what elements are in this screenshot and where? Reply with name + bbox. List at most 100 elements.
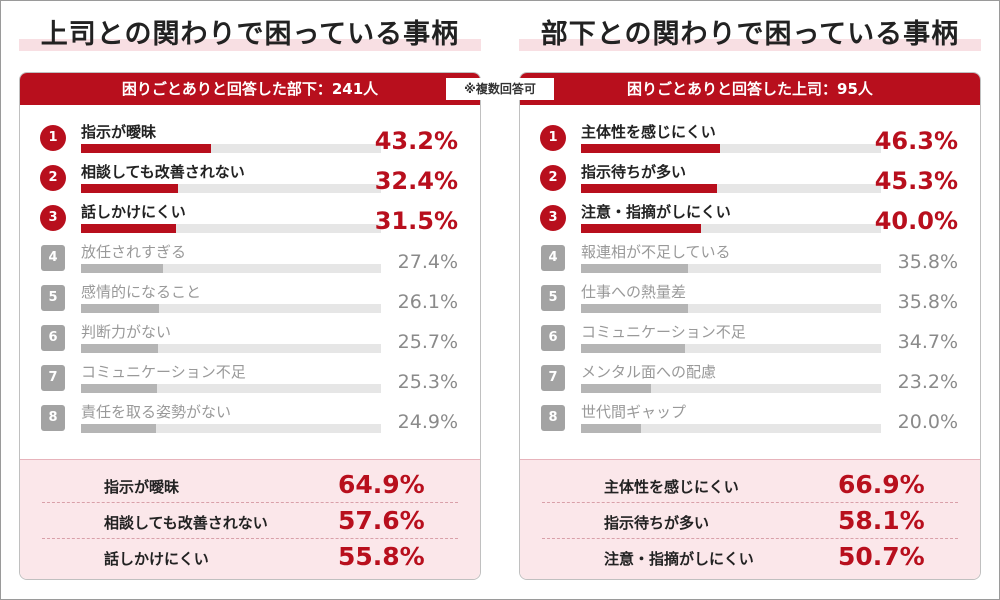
bar-track <box>581 184 881 193</box>
bar <box>581 224 701 233</box>
highlight-label: 主体性を感じにくい <box>604 478 739 496</box>
panel-subordinate-issues: 部下との関わりで困っている事柄 困りごとありと回答した上司：95人 1 主体性を感… <box>519 0 981 600</box>
bar <box>581 424 641 433</box>
value-label: 45.3% <box>874 167 958 195</box>
highlight-value: 50.7% <box>838 542 925 571</box>
value-label: 23.2% <box>897 371 958 393</box>
rank-badge: 6 <box>541 325 565 351</box>
category-label: 主体性を感じにくい <box>581 123 716 141</box>
bar <box>81 424 156 433</box>
highlight-label: 相談しても改善されない <box>104 514 268 532</box>
bar-track <box>81 224 381 233</box>
chart-title: 部下との関わりで困っている事柄 <box>540 19 960 50</box>
highlight-row: 指示が曖昧 64.9% <box>20 468 480 502</box>
value-label: 46.3% <box>874 127 958 155</box>
bar-track <box>581 384 881 393</box>
bar-track <box>581 144 881 153</box>
chart-subtitle: 困りごとありと回答した上司：95人 <box>520 73 980 105</box>
highlight-label: 話しかけにくい <box>104 550 209 568</box>
highlight-section: 指示が曖昧 64.9% 相談しても改善されない 57.6% 話しかけにくい 55.8% <box>20 459 480 579</box>
value-label: 20.0% <box>897 411 958 433</box>
title-underline <box>19 39 481 51</box>
rank-badge: 3 <box>540 205 566 231</box>
rank-badge: 8 <box>41 405 65 431</box>
category-label: 相談しても改善されない <box>81 163 245 181</box>
row-divider <box>542 538 958 539</box>
highlight-value: 57.6% <box>338 506 425 535</box>
category-label: コミュニケーション不足 <box>581 323 746 341</box>
bar-track <box>81 384 381 393</box>
category-label: 感情的になること <box>81 283 202 301</box>
category-label: 判断力がない <box>81 323 172 341</box>
rank-badge: 2 <box>540 165 566 191</box>
highlight-section: 主体性を感じにくい 66.9% 指示待ちが多い 58.1% 注意・指摘がしにくい 50.7… <box>520 459 980 579</box>
rank-badge: 3 <box>40 205 66 231</box>
rank-badge: 1 <box>40 125 66 151</box>
bar <box>581 384 651 393</box>
rank-badge: 7 <box>541 365 565 391</box>
bar <box>581 344 686 353</box>
bar-row: 8 世代間ギャップ 20.0% <box>520 401 980 441</box>
value-label: 40.0% <box>874 207 958 235</box>
bar-row: 1 指示が曖昧 43.2% <box>20 121 480 161</box>
rank-badge: 1 <box>540 125 566 151</box>
bar <box>81 304 160 313</box>
bar-row: 5 仕事への熱量差 35.8% <box>520 281 980 321</box>
highlight-value: 66.9% <box>838 470 925 499</box>
bar-row: 4 報連相が不足している 35.8% <box>520 241 980 281</box>
row-divider <box>42 502 458 503</box>
category-label: 世代間ギャップ <box>581 403 687 421</box>
highlight-label: 指示待ちが多い <box>604 514 710 532</box>
bar <box>81 264 164 273</box>
row-divider <box>42 538 458 539</box>
highlight-row: 注意・指摘がしにくい 50.7% <box>520 540 980 574</box>
highlight-row: 話しかけにくい 55.8% <box>20 540 480 574</box>
value-label: 43.2% <box>374 127 458 155</box>
category-label: 指示が曖昧 <box>81 123 157 141</box>
bar-track <box>581 344 881 353</box>
title-block: 部下との関わりで困っている事柄 <box>519 12 981 52</box>
highlight-value: 58.1% <box>838 506 925 535</box>
bar-track <box>81 264 381 273</box>
bar-row: 3 注意・指摘がしにくい 40.0% <box>520 201 980 241</box>
panel-boss-issues: 上司との関わりで困っている事柄 困りごとありと回答した部下：241人 1 指示が曖… <box>19 0 481 600</box>
bar <box>81 144 211 153</box>
bar-row: 4 放任されすぎる 27.4% <box>20 241 480 281</box>
bar-track <box>581 224 881 233</box>
category-label: 指示待ちが多い <box>581 163 687 181</box>
title-underline <box>519 39 981 51</box>
value-label: 35.8% <box>897 291 958 313</box>
bar-row: 2 指示待ちが多い 45.3% <box>520 161 980 201</box>
rank-badge: 5 <box>541 285 565 311</box>
chart-subtitle: 困りごとありと回答した部下：241人 <box>20 73 480 105</box>
value-label: 31.5% <box>374 207 458 235</box>
highlight-value: 64.9% <box>338 470 425 499</box>
value-label: 25.3% <box>397 371 458 393</box>
title-block: 上司との関わりで困っている事柄 <box>19 12 481 52</box>
bar-row: 8 責任を取る姿勢がない 24.9% <box>20 401 480 441</box>
category-label: 責任を取る姿勢がない <box>81 403 232 421</box>
value-label: 34.7% <box>897 331 958 353</box>
highlight-row: 主体性を感じにくい 66.9% <box>520 468 980 502</box>
category-label: 仕事への熱量差 <box>581 283 687 301</box>
bar-row: 1 主体性を感じにくい 46.3% <box>520 121 980 161</box>
value-label: 32.4% <box>374 167 458 195</box>
bar-track <box>581 264 881 273</box>
rank-badge: 6 <box>41 325 65 351</box>
rank-badge: 2 <box>40 165 66 191</box>
bar-row: 7 コミュニケーション不足 25.3% <box>20 361 480 401</box>
rank-badge: 8 <box>541 405 565 431</box>
category-label: 話しかけにくい <box>81 203 186 221</box>
value-label: 35.8% <box>897 251 958 273</box>
value-label: 24.9% <box>397 411 458 433</box>
bar-track <box>81 184 381 193</box>
category-label: メンタル面への配慮 <box>581 363 717 381</box>
value-label: 25.7% <box>397 331 458 353</box>
bar-row: 6 判断力がない 25.7% <box>20 321 480 361</box>
chart-box: 困りごとありと回答した部下：241人 1 指示が曖昧 43.2% 2 相談しても改善され… <box>19 72 481 580</box>
highlight-row: 指示待ちが多い 58.1% <box>520 504 980 538</box>
category-label: 注意・指摘がしにくい <box>581 203 731 221</box>
bar <box>581 264 689 273</box>
highlight-label: 指示が曖昧 <box>104 478 180 496</box>
category-label: コミュニケーション不足 <box>81 363 246 381</box>
